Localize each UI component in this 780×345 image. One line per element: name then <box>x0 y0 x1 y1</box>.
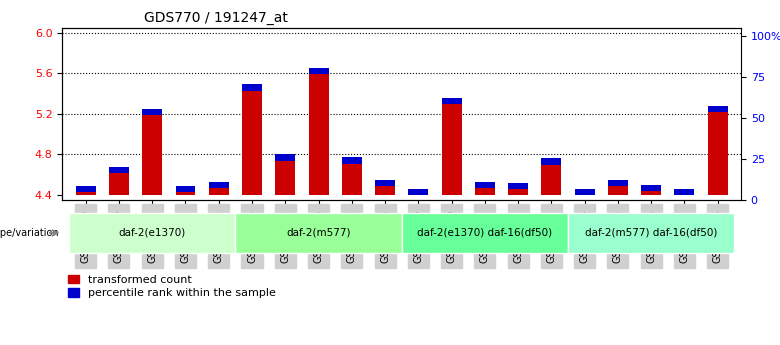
Bar <box>375 183 395 195</box>
Bar <box>176 189 196 195</box>
Bar <box>675 192 694 195</box>
Bar <box>309 68 328 74</box>
Bar <box>342 160 362 195</box>
Bar <box>242 88 262 195</box>
FancyBboxPatch shape <box>69 213 236 253</box>
Bar <box>608 183 628 195</box>
Bar <box>675 189 694 195</box>
Text: daf-2(m577) daf-16(df50): daf-2(m577) daf-16(df50) <box>585 228 718 238</box>
Bar <box>475 185 495 195</box>
Bar <box>541 161 562 195</box>
Bar <box>142 109 162 115</box>
Bar <box>76 186 96 192</box>
Bar <box>575 189 594 195</box>
Bar <box>508 183 528 189</box>
Bar <box>441 101 462 195</box>
Bar <box>707 106 728 112</box>
Bar <box>508 186 528 195</box>
Bar <box>375 180 395 186</box>
Bar <box>109 167 129 173</box>
Bar <box>275 155 296 160</box>
Bar <box>76 189 96 195</box>
Bar <box>275 157 296 195</box>
FancyBboxPatch shape <box>236 213 402 253</box>
Bar <box>242 85 262 90</box>
Text: daf-2(e1370) daf-16(df50): daf-2(e1370) daf-16(df50) <box>417 228 552 238</box>
Bar <box>608 180 628 186</box>
FancyBboxPatch shape <box>402 213 568 253</box>
FancyBboxPatch shape <box>568 213 734 253</box>
Bar <box>209 182 229 188</box>
Bar <box>441 98 462 104</box>
Bar <box>541 158 562 165</box>
Bar <box>176 186 196 192</box>
Bar <box>475 182 495 188</box>
Bar <box>142 112 162 195</box>
Bar <box>342 157 362 164</box>
Text: daf-2(e1370): daf-2(e1370) <box>119 228 186 238</box>
Bar <box>109 170 129 195</box>
Bar <box>641 185 661 191</box>
Text: GDS770 / 191247_at: GDS770 / 191247_at <box>144 11 288 25</box>
Text: genotype/variation: genotype/variation <box>0 228 59 238</box>
Bar <box>641 188 661 195</box>
Bar <box>409 189 428 195</box>
Bar <box>575 192 594 195</box>
Bar <box>409 192 428 195</box>
Bar <box>707 109 728 195</box>
Bar <box>309 71 328 195</box>
Text: daf-2(m577): daf-2(m577) <box>286 228 351 238</box>
Legend: transformed count, percentile rank within the sample: transformed count, percentile rank withi… <box>68 275 276 298</box>
Bar <box>209 185 229 195</box>
